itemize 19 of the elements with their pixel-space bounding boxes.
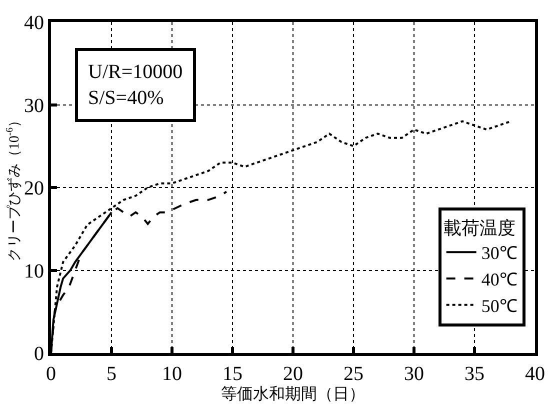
y-tick-label: 0 [34, 343, 44, 365]
y-tick-label: 10 [24, 260, 44, 282]
x-tick-label: 10 [162, 363, 182, 385]
y-tick-label: 30 [24, 94, 44, 117]
y-tick-label: 20 [24, 178, 44, 200]
x-tick-label: 35 [464, 363, 484, 385]
x-tick-label: 25 [344, 363, 364, 385]
x-tick-label: 40 [525, 363, 545, 385]
legend-label: 50℃ [481, 296, 518, 316]
legend-title: 載荷温度 [443, 218, 516, 238]
annotation: U/R=10000 S/S=40% [88, 61, 183, 109]
x-tick-label: 5 [106, 363, 116, 385]
y-tick-label: 40 [24, 12, 44, 34]
x-tick-label: 20 [283, 363, 303, 385]
x-tick-label: 30 [404, 363, 424, 385]
legend-label: 30℃ [481, 243, 518, 264]
x-axis-title: 等価水和期間（日） [221, 385, 365, 403]
legend-label: 40℃ [481, 270, 518, 290]
x-tick-label: 15 [222, 363, 242, 385]
